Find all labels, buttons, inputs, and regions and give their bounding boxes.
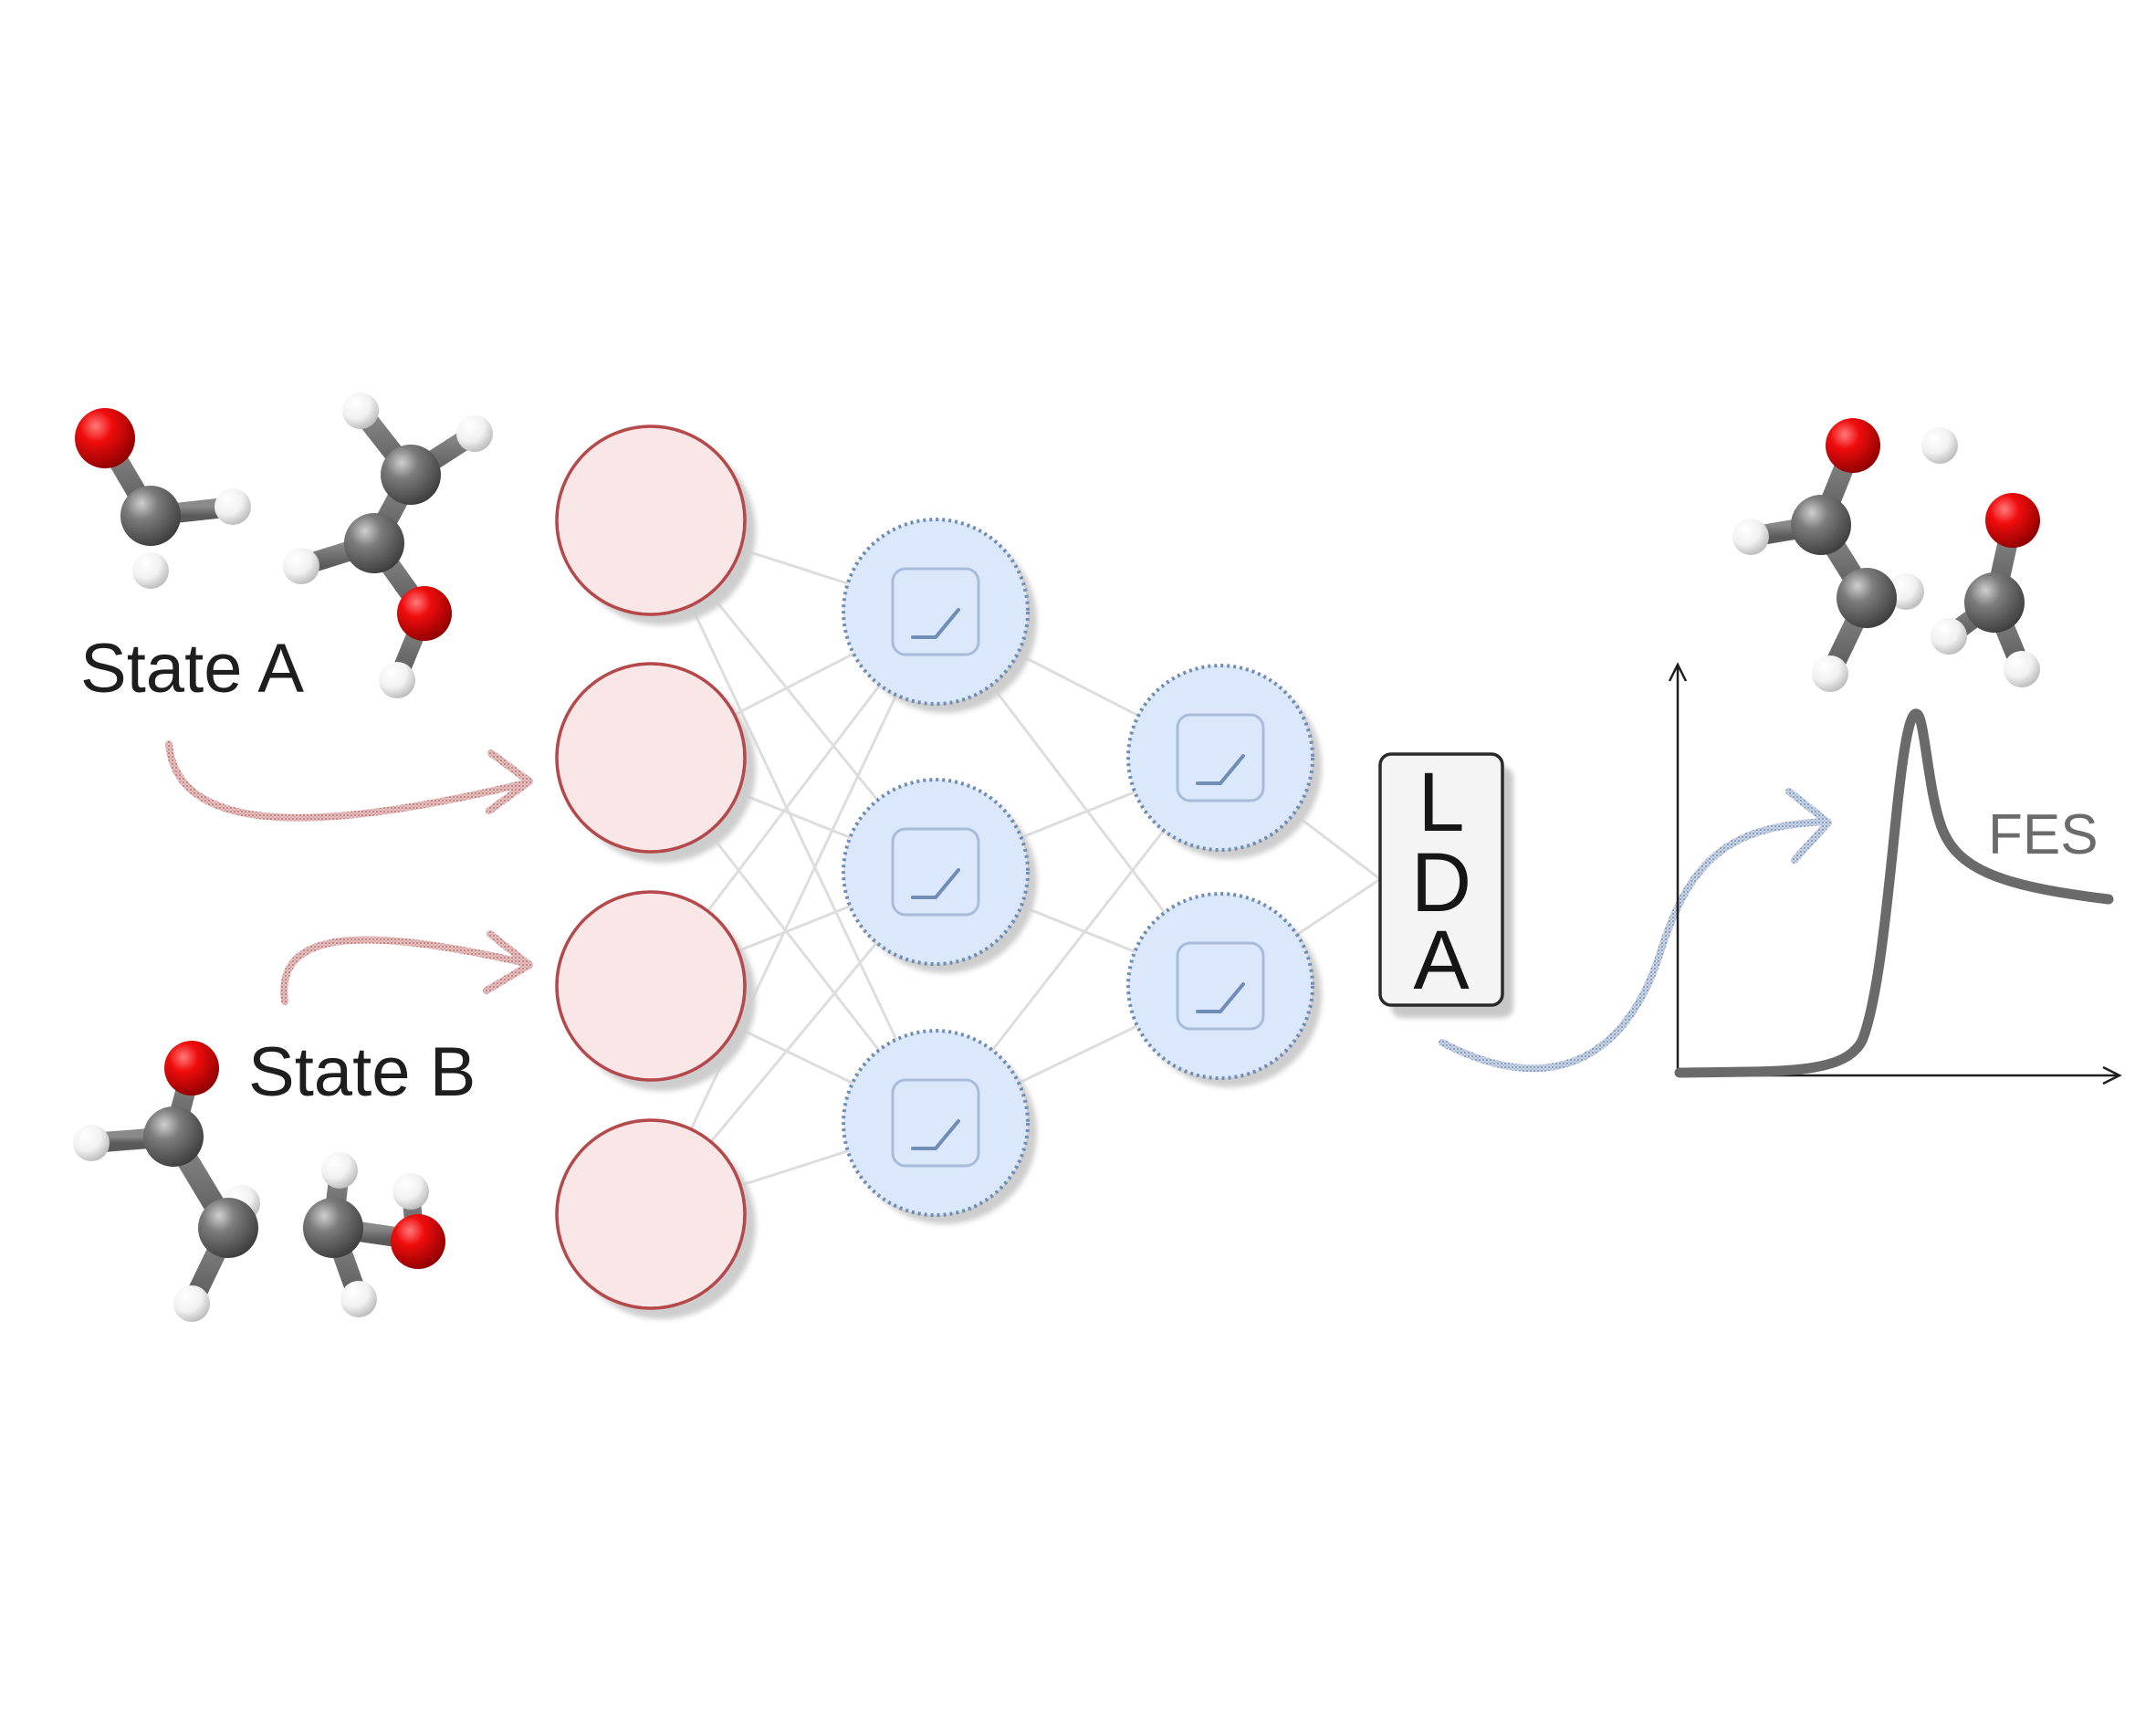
- fes-label: FES: [1988, 803, 2098, 866]
- edge-hidden1-to-hidden2: [1017, 652, 1139, 718]
- lda-letter-d: D: [1411, 836, 1471, 929]
- input-layer: [555, 425, 756, 1319]
- input-node-4: [555, 1118, 756, 1319]
- lda-letter-l: L: [1418, 756, 1464, 849]
- hidden-layer-1: [842, 518, 1037, 1224]
- relu-icon: [891, 567, 980, 656]
- edge-input-to-hidden1: [739, 1149, 849, 1187]
- edge-hidden1-to-hidden2: [990, 829, 1166, 1052]
- hidden-node-1-2: [842, 778, 1037, 973]
- edge-input-to-hidden1: [735, 1025, 853, 1085]
- arrow-state-a-to-network: [165, 740, 533, 822]
- hidden-node-2-2: [1126, 892, 1322, 1087]
- input-node-1: [555, 425, 756, 625]
- hidden-node-1-1: [842, 518, 1037, 713]
- edge-input-to-hidden1: [708, 592, 879, 802]
- lda-letter-a: A: [1413, 914, 1470, 1007]
- molecule-propanal-state-b: [73, 1041, 445, 1322]
- molecule-formaldehyde-product: [1931, 493, 2040, 687]
- input-node-3: [555, 890, 756, 1091]
- relu-icon: [891, 1078, 980, 1168]
- molecule-formaldehyde-state-a: [75, 408, 251, 589]
- state-a-label: State A: [80, 630, 304, 708]
- relu-icon: [1176, 713, 1265, 802]
- edge-input-to-hidden1: [689, 604, 898, 1041]
- edge-hidden1-to-hidden2: [989, 684, 1167, 914]
- edge-input-to-hidden1: [709, 941, 878, 1143]
- molecule-vinyl-alcohol-product: [1732, 418, 1958, 692]
- arrow-lda-to-fes: [1439, 788, 1832, 1073]
- edge-input-to-hidden1: [739, 548, 849, 585]
- edge-hidden2-to-lda: [1296, 877, 1381, 937]
- input-node-2: [555, 662, 756, 863]
- hidden-node-2-1: [1126, 664, 1322, 859]
- hidden-layer-2: [1126, 664, 1322, 1087]
- edge-hidden1-to-hidden2: [1020, 791, 1136, 839]
- state-b-label: State B: [248, 1033, 476, 1111]
- lda-block: L D A: [1378, 752, 1513, 1018]
- edge-hidden1-to-hidden2: [1018, 1024, 1138, 1085]
- edge-input-to-hidden1: [707, 831, 881, 1052]
- edge-input-to-hidden1: [738, 905, 851, 953]
- arrow-state-b-to-network: [280, 930, 533, 1005]
- y-axis: [1668, 662, 1688, 1075]
- molecule-vinyl-alcohol-state-a: [283, 393, 493, 698]
- edge-hidden2-to-lda: [1293, 812, 1381, 881]
- relu-icon: [1176, 941, 1265, 1031]
- hidden-node-1-3: [842, 1029, 1037, 1224]
- fes-curve: [1674, 708, 2114, 1078]
- fes-plot: FES: [1668, 662, 2122, 1085]
- edge-hidden1-to-hidden2: [1020, 905, 1136, 953]
- relu-icon: [891, 827, 980, 917]
- edge-input-to-hidden1: [706, 684, 882, 912]
- edge-input-to-hidden1: [733, 652, 854, 717]
